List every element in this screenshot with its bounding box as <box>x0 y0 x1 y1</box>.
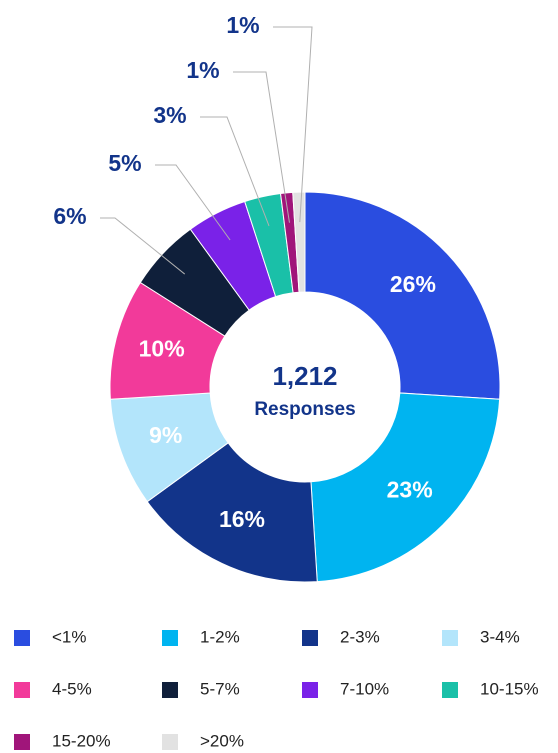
donut-slice <box>304 191 501 400</box>
center-label: 1,212 <box>272 361 337 391</box>
legend-swatch <box>14 630 30 646</box>
legend-swatch <box>302 682 318 698</box>
slice-label: 3% <box>153 102 186 128</box>
legend-swatch <box>14 734 30 750</box>
legend-swatch <box>442 630 458 646</box>
slice-label: 23% <box>387 477 433 503</box>
legend-label: 10-15% <box>480 679 539 698</box>
legend-label: >20% <box>200 731 244 750</box>
legend-label: 2-3% <box>340 627 380 646</box>
legend-label: 15-20% <box>52 731 111 750</box>
legend-label: 7-10% <box>340 679 389 698</box>
slice-label: 6% <box>53 203 86 229</box>
leader-line <box>100 217 186 275</box>
slice-label: 1% <box>226 12 259 38</box>
leader-line <box>200 116 270 227</box>
legend-label: 5-7% <box>200 679 240 698</box>
legend-swatch <box>162 682 178 698</box>
legend-label: <1% <box>52 627 87 646</box>
legend-label: 3-4% <box>480 627 520 646</box>
legend-swatch <box>162 630 178 646</box>
legend-label: 1-2% <box>200 627 240 646</box>
donut-slice <box>310 392 501 583</box>
leader-line <box>273 26 313 223</box>
legend-swatch <box>302 630 318 646</box>
center-sublabel: Responses <box>254 399 355 420</box>
donut-slice <box>146 442 318 583</box>
leader-line <box>155 164 231 241</box>
slice-label: 26% <box>390 271 436 297</box>
legend-swatch <box>14 682 30 698</box>
slice-label: 9% <box>149 422 182 448</box>
slice-label: 10% <box>139 335 185 361</box>
legend-swatch <box>442 682 458 698</box>
slice-label: 5% <box>108 150 141 176</box>
slice-label: 16% <box>219 506 265 532</box>
slice-label: 1% <box>186 57 219 83</box>
leader-line <box>233 71 290 223</box>
legend-label: 4-5% <box>52 679 92 698</box>
legend-swatch <box>162 734 178 750</box>
donut-slice <box>292 191 306 293</box>
